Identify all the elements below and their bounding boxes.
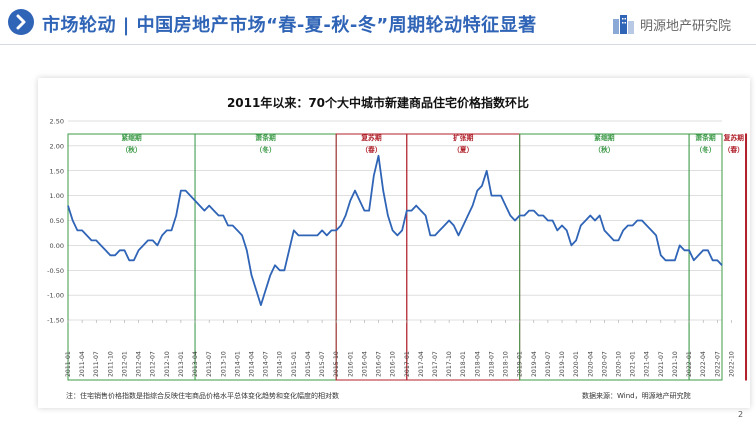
x-tick-label: 2021-10 <box>672 351 679 377</box>
phase-season: （秋） <box>121 145 141 154</box>
x-tick-label: 2022-10 <box>728 351 735 377</box>
x-tick-label: 2018-01 <box>460 351 467 377</box>
arrow-right-icon <box>8 9 34 35</box>
x-tick-label: 2012-04 <box>136 351 143 377</box>
y-tick-label: -0.50 <box>47 267 64 275</box>
phase-box <box>688 133 723 381</box>
y-tick-label: 2.00 <box>50 142 64 150</box>
brand-name: 明源地产研究院 <box>640 19 732 34</box>
x-tick-label: 2016-10 <box>390 351 397 377</box>
y-tick-label: -1.50 <box>47 317 64 325</box>
x-tick-label: 2020-07 <box>601 351 608 377</box>
x-tick-label: 2015-04 <box>305 351 312 377</box>
x-tick-label: 2016-04 <box>361 351 368 377</box>
y-tick-label: 1.50 <box>50 167 64 175</box>
phase-label: 萧条期 <box>255 133 276 142</box>
brand-logo: 明源地产研究院 <box>612 13 752 35</box>
phase-season: （夏） <box>453 145 473 154</box>
x-tick-label: 2021-01 <box>630 351 637 377</box>
y-tick-label: 0.00 <box>50 242 64 250</box>
x-tick-label: 2018-04 <box>474 351 481 377</box>
x-tick-label: 2013-07 <box>206 351 213 377</box>
x-tick-label: 2014-10 <box>277 351 284 377</box>
y-tick-label: 2.50 <box>50 118 64 126</box>
x-tick-label: 2016-01 <box>347 351 354 377</box>
x-tick-label: 2016-07 <box>376 351 383 377</box>
y-tick-label: -1.00 <box>47 292 64 300</box>
x-tick-label: 2011-10 <box>107 351 114 377</box>
x-tick-label: 2021-04 <box>644 351 651 377</box>
x-tick-label: 2015-10 <box>333 351 340 377</box>
phase-label: 紧缩期 <box>594 133 615 142</box>
x-tick-label: 2014-04 <box>248 351 255 377</box>
header-divider <box>0 44 756 45</box>
x-tick-label: 2019-01 <box>517 351 524 377</box>
phase-label: 紧缩期 <box>121 133 142 142</box>
phase-season: （秋） <box>594 145 614 154</box>
page-number: 2 <box>738 410 744 419</box>
building-icon <box>613 15 634 34</box>
x-tick-label: 2017-01 <box>404 351 411 377</box>
chart-title: 2011年以来：70个大中城市新建商品住宅价格指数环比 <box>226 96 530 110</box>
x-tick-label: 2017-07 <box>432 351 439 377</box>
x-tick-label: 2012-07 <box>150 351 157 377</box>
phase-season: （冬） <box>255 145 275 154</box>
x-tick-label: 2014-07 <box>263 351 270 377</box>
x-tick-label: 2013-10 <box>220 351 227 377</box>
chart-panel <box>38 78 750 408</box>
x-tick-label: 2018-10 <box>503 351 510 377</box>
x-tick-label: 2017-10 <box>446 351 453 377</box>
phase-season: （春） <box>724 145 744 154</box>
y-tick-label: 0.50 <box>50 217 64 225</box>
x-tick-label: 2018-07 <box>488 351 495 377</box>
x-tick-label: 2014-01 <box>234 351 241 377</box>
phase-label: 复苏期 <box>723 133 745 142</box>
x-tick-label: 2012-01 <box>121 351 128 377</box>
x-tick-label: 2013-01 <box>178 351 185 377</box>
x-tick-label: 2015-01 <box>291 351 298 377</box>
header: 市场轮动 | 中国房地产市场“春-夏-秋-冬”周期轮动特征显著 明源地产研究院 <box>0 0 756 44</box>
x-tick-label: 2020-04 <box>587 351 594 377</box>
phase-label: 扩张期 <box>453 133 474 142</box>
series-line <box>67 154 723 306</box>
x-tick-label: 2022-07 <box>714 351 721 377</box>
x-tick-label: 2022-04 <box>700 351 707 377</box>
x-tick-label: 2015-07 <box>319 351 326 377</box>
page-title: 市场轮动 | 中国房地产市场“春-夏-秋-冬”周期轮动特征显著 <box>42 15 537 36</box>
footnote: 注：住宅销售价格指数是指综合反映住宅商品价格水平总体变化趋势和变化幅度的相对数 <box>66 392 339 400</box>
x-tick-label: 2019-04 <box>531 351 538 377</box>
x-tick-label: 2017-04 <box>418 351 425 377</box>
phase-label: 萧条期 <box>695 133 716 142</box>
x-tick-label: 2022-01 <box>686 351 693 377</box>
x-tick-label: 2013-04 <box>192 351 199 377</box>
x-tick-label: 2011-01 <box>65 351 72 377</box>
data-source: 数据来源：Wind，明源地产研究院 <box>582 392 691 400</box>
phase-season: （冬） <box>695 145 715 154</box>
x-tick-label: 2011-04 <box>79 351 86 377</box>
x-tick-label: 2020-10 <box>615 351 622 377</box>
phase-box <box>745 133 748 381</box>
x-tick-label: 2019-07 <box>545 351 552 377</box>
x-tick-label: 2021-07 <box>658 351 665 377</box>
x-tick-label: 2019-10 <box>559 351 566 377</box>
y-tick-label: 1.00 <box>50 192 64 200</box>
x-tick-label: 2012-10 <box>164 351 171 377</box>
x-tick-label: 2011-07 <box>93 351 100 377</box>
phase-label: 复苏期 <box>360 133 382 142</box>
phase-season: （春） <box>361 145 381 154</box>
x-tick-label: 2020-01 <box>573 351 580 377</box>
